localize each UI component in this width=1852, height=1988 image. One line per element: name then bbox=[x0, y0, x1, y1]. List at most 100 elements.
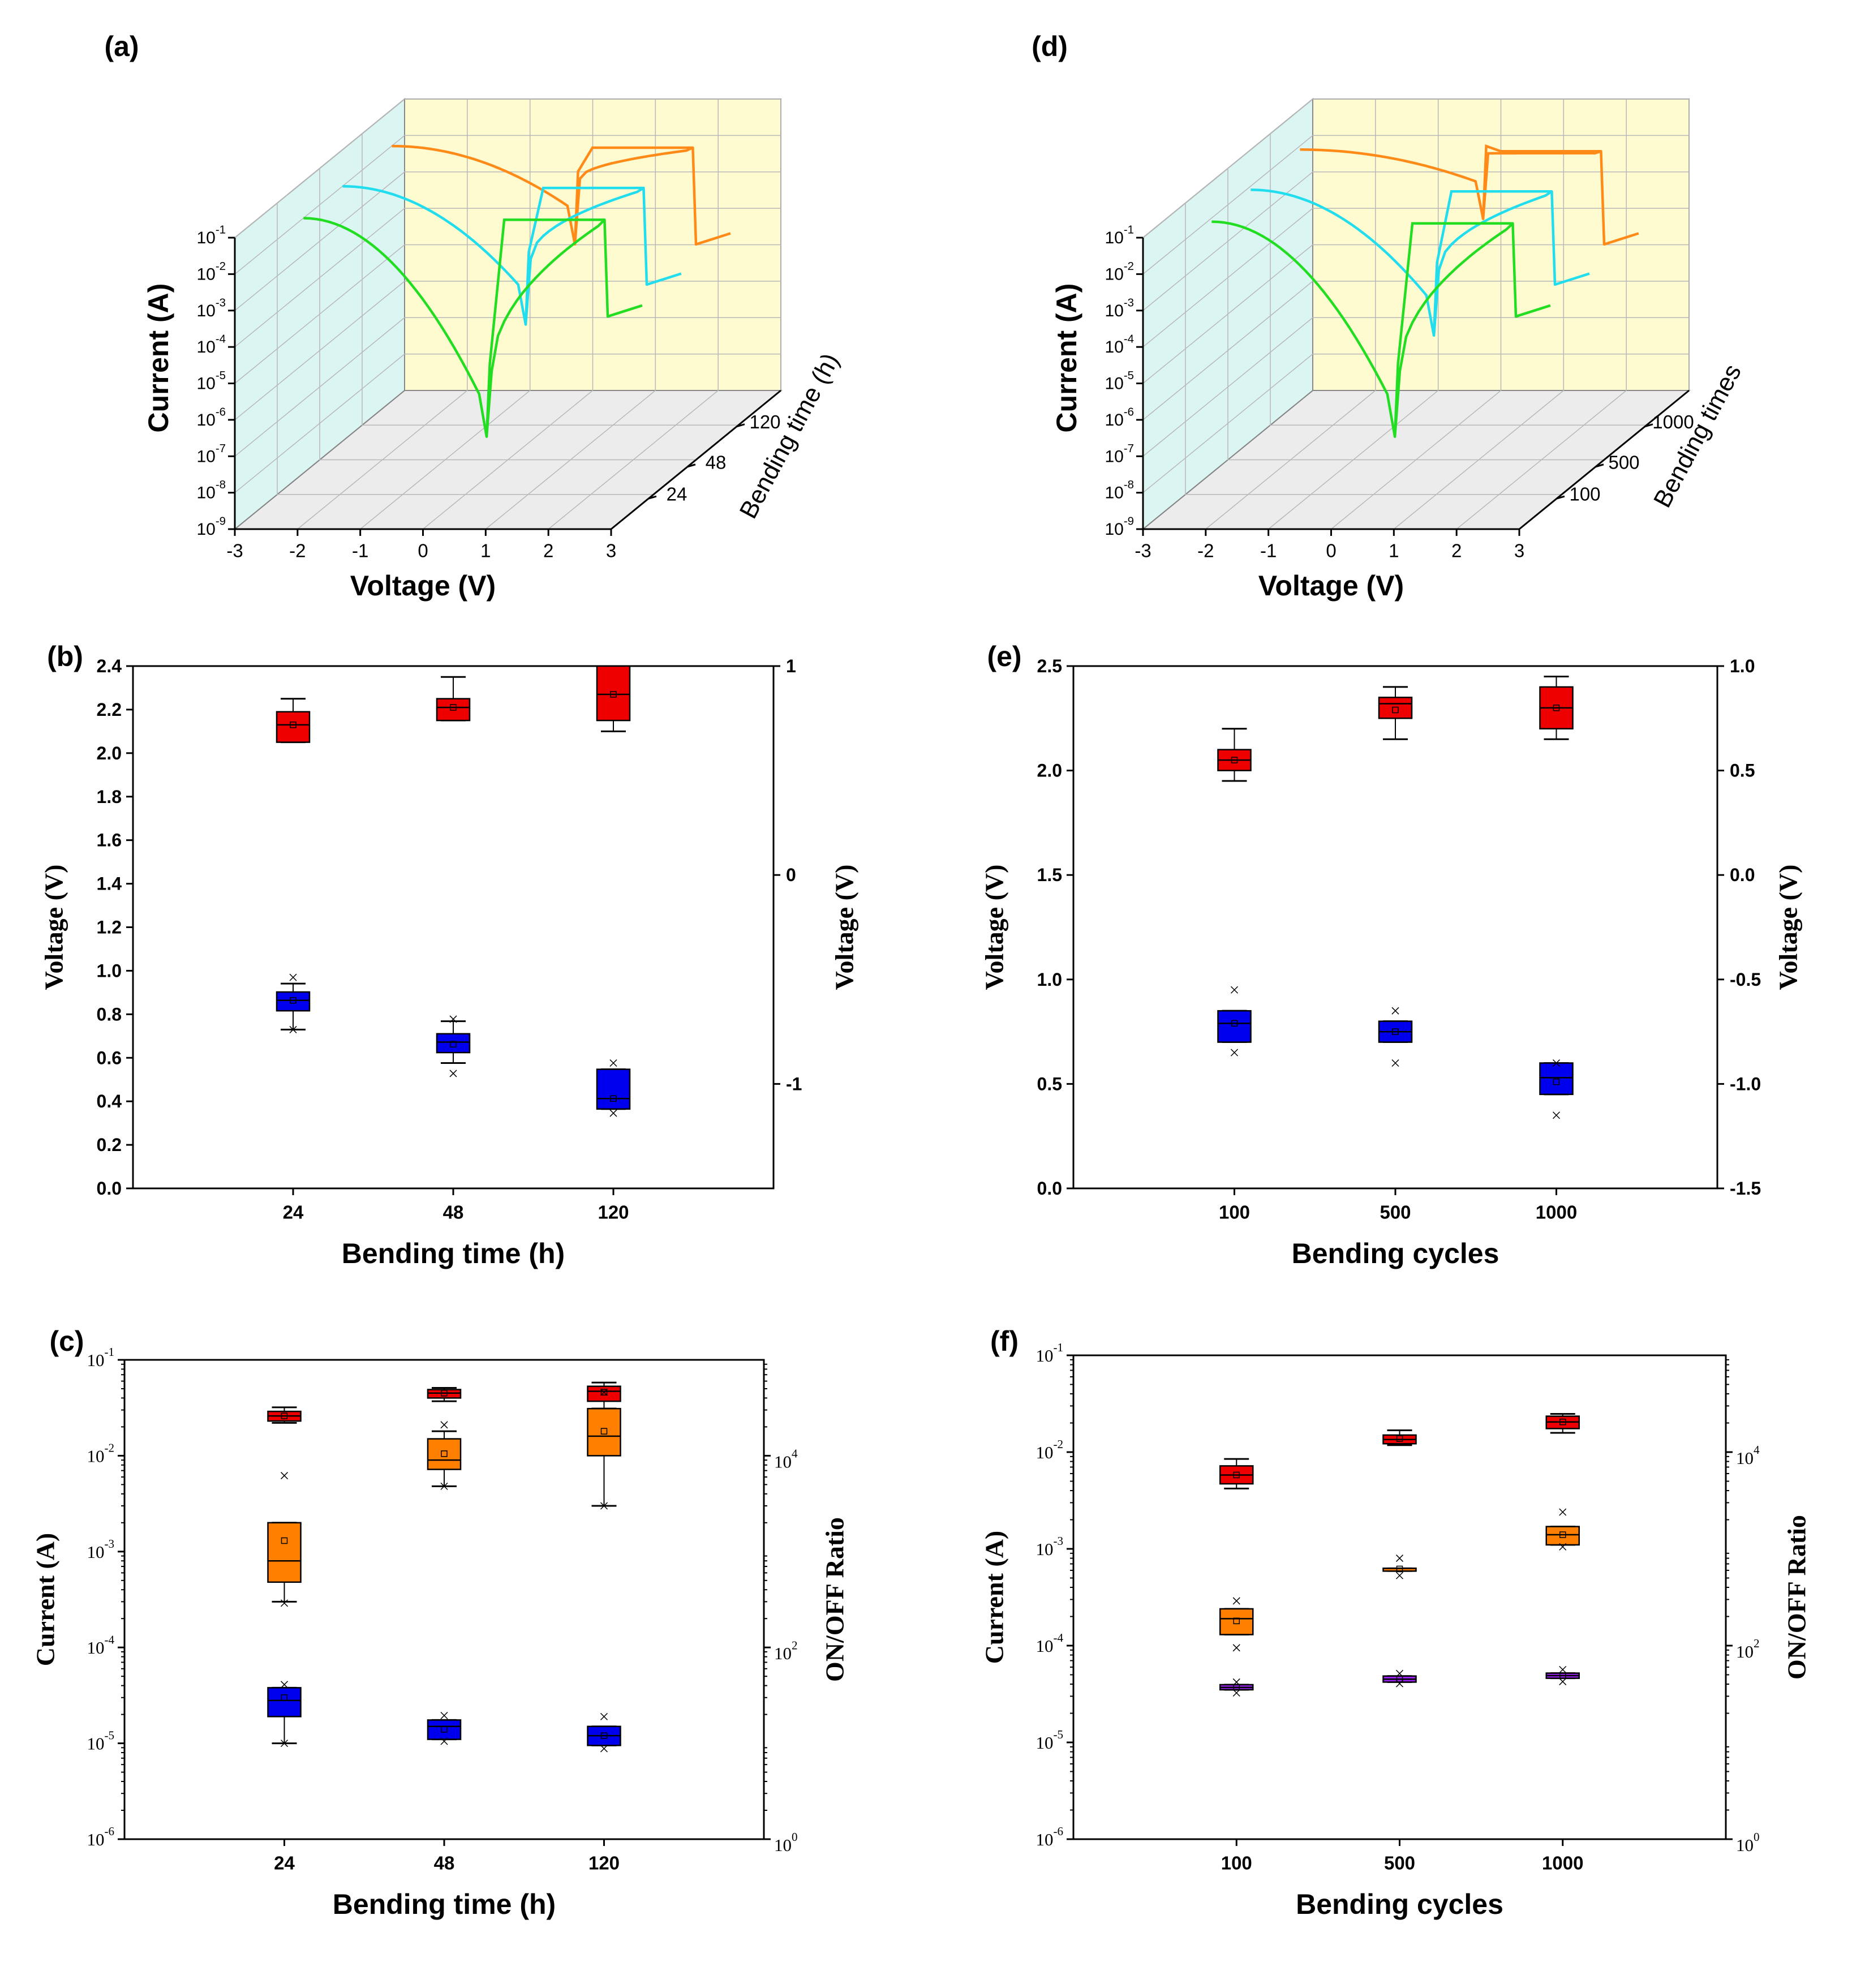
z-tick-label: 48 bbox=[706, 452, 727, 473]
iv-curve-24 bbox=[303, 217, 643, 438]
box-outlier bbox=[1559, 1665, 1567, 1673]
panel-label-d: (d) bbox=[1032, 31, 1068, 62]
y-tick-label: 10-6 bbox=[1105, 406, 1134, 429]
box-mean-marker bbox=[1553, 1078, 1560, 1085]
box-blue-24 bbox=[276, 991, 311, 1012]
box-outlier bbox=[449, 1070, 457, 1077]
box-outlier bbox=[280, 1681, 289, 1689]
grid-line bbox=[1142, 171, 1689, 311]
grid-line bbox=[423, 99, 594, 530]
z-tick-label: 500 bbox=[1608, 452, 1639, 473]
box-mean-marker bbox=[1559, 1531, 1566, 1538]
x-axis-title: Bending cycles bbox=[1296, 1888, 1503, 1920]
box-outlier bbox=[1559, 1508, 1567, 1516]
panel-c-box-plot: 24 48 120 Bending time (h) 10-6 10-5 10-4 10-3 1… bbox=[31, 1345, 849, 1920]
box-red-24 bbox=[276, 711, 311, 743]
box-outlier bbox=[280, 1740, 289, 1747]
box-mean-marker bbox=[450, 1041, 457, 1048]
y2-tick-label: -0.5 bbox=[1730, 969, 1761, 990]
panel-b-box-plot: 24 48 120 Bending time (h) 0.0 0.2 0.4 0.6 0.8 1.… bbox=[40, 656, 859, 1269]
box-outlier bbox=[1552, 1111, 1561, 1119]
box-orange-100 bbox=[1219, 1608, 1254, 1635]
grid-line bbox=[1142, 244, 1689, 384]
y-tick-label: 10-4 bbox=[1105, 333, 1134, 357]
box-outlier bbox=[1391, 1059, 1399, 1067]
grid-line bbox=[1205, 99, 1376, 530]
grid-line bbox=[1331, 99, 1502, 530]
y-tick-label: 2.0 bbox=[1037, 761, 1062, 781]
y-tick-label: 10-9 bbox=[1105, 516, 1134, 539]
x-tick-label: -3 bbox=[226, 540, 243, 561]
box-outlier bbox=[1559, 1678, 1567, 1686]
y-axis-title: Current (A) bbox=[980, 1531, 1009, 1664]
z-tick bbox=[1595, 463, 1604, 468]
grid-line bbox=[1142, 317, 1689, 457]
y2-tick-label: 0.0 bbox=[1730, 865, 1755, 885]
y-tick-label: 1.2 bbox=[97, 917, 122, 938]
y-tick-label: 10-5 bbox=[87, 1729, 114, 1753]
box-orange-1000 bbox=[1545, 1526, 1580, 1546]
box-mean-marker bbox=[1233, 1617, 1240, 1625]
x-tick-label: 500 bbox=[1384, 1853, 1415, 1874]
z-tick bbox=[687, 463, 696, 468]
box-mean-marker bbox=[1396, 1435, 1403, 1442]
y-tick-label: 10-1 bbox=[196, 224, 226, 247]
y-tick-label: 10-8 bbox=[1105, 479, 1134, 502]
box-mean-marker bbox=[1396, 1565, 1403, 1573]
iv-curve-return-24 bbox=[485, 218, 605, 437]
x-tick-label: 100 bbox=[1219, 1202, 1250, 1223]
box-outlier bbox=[1552, 1059, 1561, 1067]
grid-line bbox=[297, 99, 468, 530]
box-outlier bbox=[289, 1025, 297, 1033]
box-outlier bbox=[440, 1421, 448, 1429]
box-outlier bbox=[1395, 1680, 1404, 1688]
iv-curve-1000 bbox=[1300, 148, 1639, 246]
box-mean-marker bbox=[600, 1389, 608, 1396]
plot-frame bbox=[132, 665, 775, 1190]
grid-line bbox=[1185, 203, 1562, 495]
panel-label-e: (e) bbox=[987, 641, 1021, 672]
x-tick-label: -3 bbox=[1135, 540, 1151, 561]
iv-curve-return-100 bbox=[1393, 222, 1513, 437]
box-mean-marker bbox=[1233, 1684, 1240, 1691]
x-tick-label: 0 bbox=[1326, 540, 1336, 561]
x-tick-label: 500 bbox=[1380, 1202, 1411, 1223]
x-tick-label: 24 bbox=[274, 1853, 295, 1874]
z-axis-line bbox=[1519, 389, 1690, 530]
box-mean-marker bbox=[1553, 705, 1560, 711]
y-tick-label: 10-8 bbox=[196, 479, 226, 502]
y-tick-label: 10-3 bbox=[1035, 1534, 1063, 1558]
box-mean-marker bbox=[1231, 757, 1238, 763]
y-tick-label: 1.5 bbox=[1037, 865, 1062, 885]
panel-e-box-plot: 100 500 1000 Bending cycles 0.0 0.5 1.0 1.5 2.0 2… bbox=[980, 656, 1803, 1269]
y-tick-label: 0.4 bbox=[97, 1091, 122, 1111]
y-tick-label: 10-1 bbox=[1035, 1341, 1063, 1365]
iv-curve-100 bbox=[1211, 220, 1551, 438]
y2-tick-label: -1.5 bbox=[1730, 1178, 1761, 1199]
y2-tick-label: 100 bbox=[774, 1830, 798, 1854]
y-tick-label: 10-1 bbox=[87, 1345, 114, 1369]
box-mean-marker bbox=[450, 704, 457, 711]
box-blue-48 bbox=[427, 1719, 462, 1740]
grid-line bbox=[234, 135, 781, 274]
panel-label-a: (a) bbox=[104, 31, 139, 62]
y-tick-label: 10-6 bbox=[87, 1824, 114, 1849]
y-tick-label: 10-6 bbox=[196, 406, 226, 429]
box-outlier bbox=[1232, 1689, 1240, 1697]
y2-axis-title: Voltage (V) bbox=[1774, 865, 1803, 990]
grid-line bbox=[234, 353, 781, 493]
y-tick-label: 10-2 bbox=[1035, 1437, 1063, 1462]
y-tick-label: 10-4 bbox=[87, 1633, 114, 1657]
z-axis-line bbox=[611, 389, 781, 530]
x-tick-label: 1 bbox=[480, 540, 491, 561]
z-tick-label: 1000 bbox=[1652, 411, 1694, 432]
y-axis-title: Voltage (V) bbox=[40, 865, 68, 990]
panel-label-b: (b) bbox=[47, 641, 83, 672]
box-outlier bbox=[600, 1712, 608, 1720]
panel-label-c: (c) bbox=[49, 1325, 84, 1357]
box-mean-marker bbox=[290, 722, 297, 728]
grid-line bbox=[1270, 134, 1647, 426]
box-outlier bbox=[289, 973, 297, 981]
y-tick-label: 10-7 bbox=[1105, 443, 1134, 466]
